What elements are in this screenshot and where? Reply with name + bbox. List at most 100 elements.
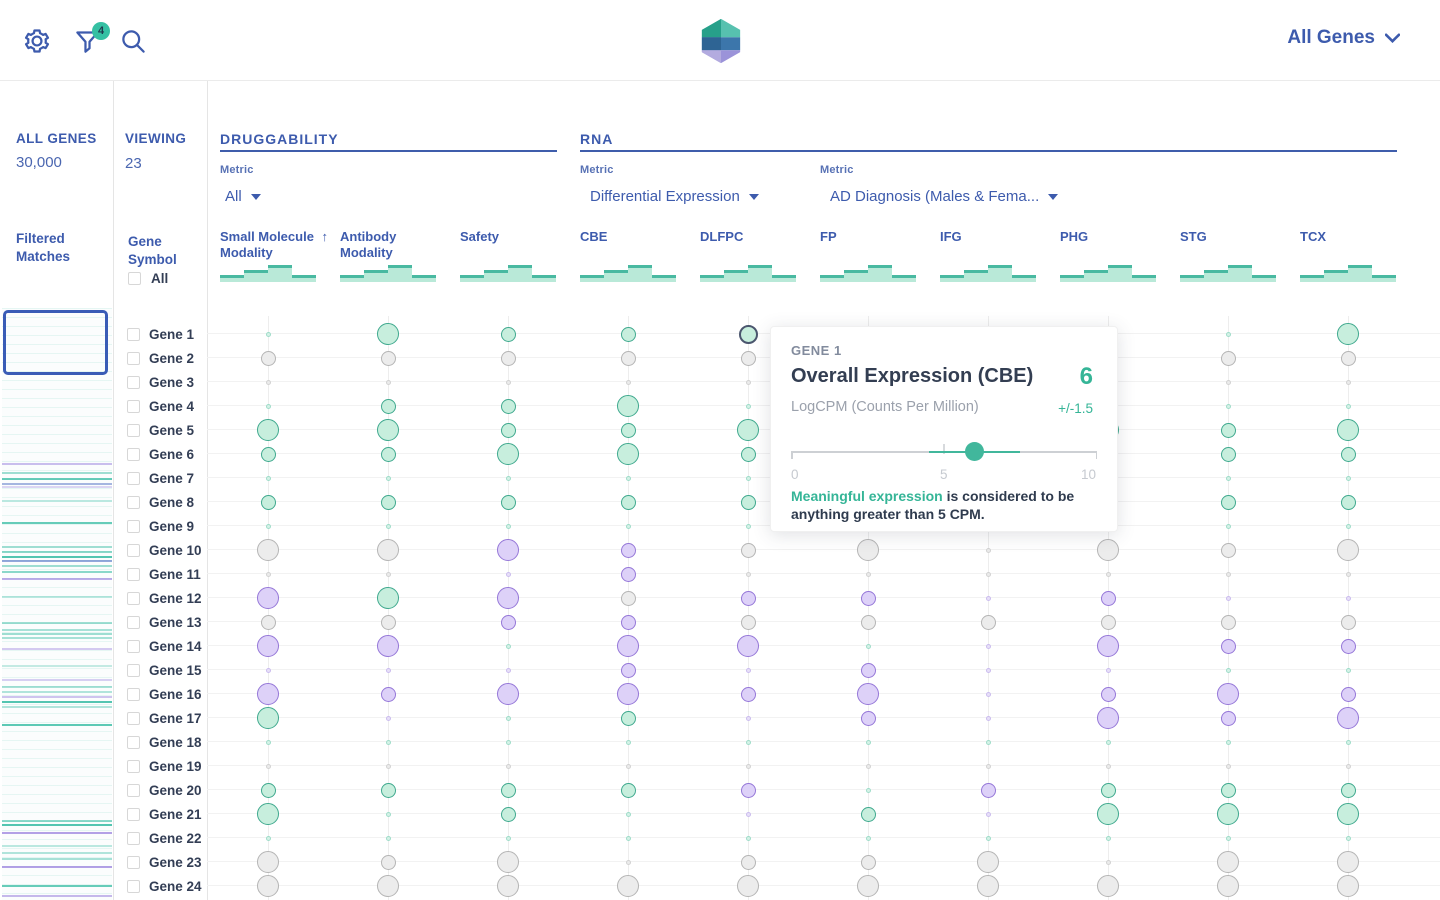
gene-checkbox[interactable] xyxy=(127,735,140,749)
expression-dot[interactable] xyxy=(745,835,751,841)
expression-dot[interactable] xyxy=(617,395,639,417)
expression-dot[interactable] xyxy=(1105,739,1111,745)
expression-dot[interactable] xyxy=(1105,667,1111,673)
expression-dot[interactable] xyxy=(257,875,279,897)
expression-dot[interactable] xyxy=(1337,707,1359,729)
expression-dot[interactable] xyxy=(505,379,511,385)
expression-dot[interactable] xyxy=(1217,683,1239,705)
expression-dot[interactable] xyxy=(265,523,271,529)
expression-dot[interactable] xyxy=(980,614,996,630)
gene-checkbox[interactable] xyxy=(127,495,140,509)
expression-dot[interactable] xyxy=(1345,475,1351,481)
expression-dot[interactable] xyxy=(625,835,631,841)
expression-dot[interactable] xyxy=(377,539,399,561)
expression-dot[interactable] xyxy=(505,475,511,481)
expression-dot[interactable] xyxy=(1220,422,1236,438)
expression-dot[interactable] xyxy=(860,806,876,822)
druggability-metric-dropdown[interactable]: All xyxy=(225,188,261,205)
expression-dot[interactable] xyxy=(620,494,636,510)
expression-dot[interactable] xyxy=(625,859,631,865)
expression-dot[interactable] xyxy=(377,875,399,897)
expression-dot[interactable] xyxy=(865,763,871,769)
expression-dot[interactable] xyxy=(740,542,756,558)
expression-dot[interactable] xyxy=(620,782,636,798)
expression-dot[interactable] xyxy=(1340,782,1356,798)
expression-dot[interactable] xyxy=(505,667,511,673)
expression-dot[interactable] xyxy=(740,854,756,870)
expression-dot[interactable] xyxy=(1220,350,1236,366)
expression-dot[interactable] xyxy=(1220,638,1236,654)
column-header-ifg[interactable]: IFG xyxy=(940,229,1044,245)
expression-dot[interactable] xyxy=(257,803,279,825)
expression-dot[interactable] xyxy=(505,835,511,841)
expression-dot[interactable] xyxy=(260,782,276,798)
expression-dot[interactable] xyxy=(497,587,519,609)
expression-dot[interactable] xyxy=(265,475,271,481)
expression-dot[interactable] xyxy=(505,715,511,721)
expression-dot[interactable] xyxy=(620,614,636,630)
expression-dot[interactable] xyxy=(500,398,516,414)
expression-dot[interactable] xyxy=(860,662,876,678)
expression-dot[interactable] xyxy=(737,635,759,657)
expression-dot[interactable] xyxy=(1105,835,1111,841)
gene-checkbox[interactable] xyxy=(127,639,140,653)
expression-dot[interactable] xyxy=(500,806,516,822)
expression-dot[interactable] xyxy=(1217,875,1239,897)
expression-dot[interactable] xyxy=(1345,667,1351,673)
expression-dot[interactable] xyxy=(377,419,399,441)
expression-dot[interactable] xyxy=(1097,635,1119,657)
expression-dot[interactable] xyxy=(740,782,756,798)
expression-dot[interactable] xyxy=(1225,523,1231,529)
expression-dot[interactable] xyxy=(1337,803,1359,825)
gene-checkbox[interactable] xyxy=(127,783,140,797)
expression-dot[interactable] xyxy=(380,350,396,366)
expression-dot[interactable] xyxy=(1337,851,1359,873)
column-header-cbe[interactable]: CBE xyxy=(580,229,684,245)
expression-dot[interactable] xyxy=(385,739,391,745)
expression-dot[interactable] xyxy=(860,614,876,630)
expression-dot[interactable] xyxy=(745,571,751,577)
expression-dot[interactable] xyxy=(1345,739,1351,745)
expression-dot[interactable] xyxy=(385,715,391,721)
expression-dot[interactable] xyxy=(740,494,756,510)
expression-dot[interactable] xyxy=(1225,667,1231,673)
gene-checkbox[interactable] xyxy=(127,855,140,869)
expression-dot[interactable] xyxy=(1105,763,1111,769)
expression-dot[interactable] xyxy=(1100,614,1116,630)
expression-dot[interactable] xyxy=(985,763,991,769)
expression-dot[interactable] xyxy=(985,691,991,697)
expression-dot[interactable] xyxy=(857,539,879,561)
expression-dot[interactable] xyxy=(985,547,991,553)
expression-dot[interactable] xyxy=(617,443,639,465)
expression-dot[interactable] xyxy=(745,379,751,385)
expression-dot[interactable] xyxy=(265,835,271,841)
expression-dot[interactable] xyxy=(865,571,871,577)
expression-dot[interactable] xyxy=(380,398,396,414)
expression-dot[interactable] xyxy=(1220,614,1236,630)
expression-dot[interactable] xyxy=(865,643,871,649)
expression-dot[interactable] xyxy=(865,739,871,745)
expression-dot[interactable] xyxy=(860,710,876,726)
expression-dot[interactable] xyxy=(1337,539,1359,561)
gene-checkbox[interactable] xyxy=(127,663,140,677)
expression-dot[interactable] xyxy=(745,403,751,409)
expression-dot[interactable] xyxy=(265,571,271,577)
expression-dot[interactable] xyxy=(745,475,751,481)
gene-checkbox[interactable] xyxy=(127,831,140,845)
gene-checkbox[interactable] xyxy=(127,327,140,341)
expression-dot[interactable] xyxy=(385,379,391,385)
expression-dot[interactable] xyxy=(620,542,636,558)
expression-dot[interactable] xyxy=(1225,595,1231,601)
expression-dot[interactable] xyxy=(1225,403,1231,409)
select-all-checkbox[interactable] xyxy=(128,272,141,285)
expression-dot[interactable] xyxy=(865,835,871,841)
settings-gear-icon[interactable] xyxy=(23,27,51,55)
expression-dot[interactable] xyxy=(985,595,991,601)
expression-dot[interactable] xyxy=(1225,835,1231,841)
expression-dot[interactable] xyxy=(860,590,876,606)
expression-dot[interactable] xyxy=(265,331,271,337)
expression-dot[interactable] xyxy=(1340,686,1356,702)
expression-dot[interactable] xyxy=(385,763,391,769)
expression-dot[interactable] xyxy=(737,875,759,897)
expression-dot[interactable] xyxy=(257,587,279,609)
